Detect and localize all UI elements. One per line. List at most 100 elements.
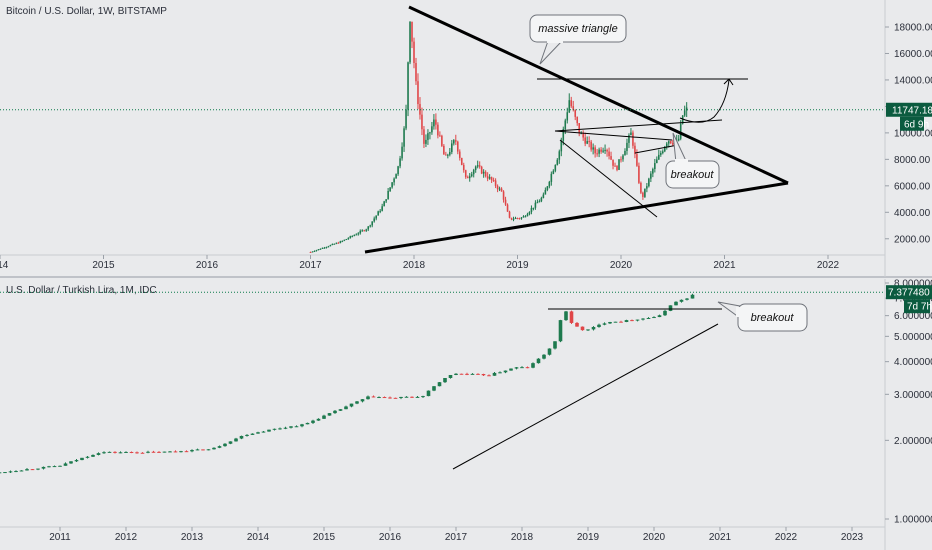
try-candle-body xyxy=(608,322,612,324)
try-candle-body xyxy=(531,363,535,368)
try-candle-body xyxy=(135,452,139,454)
try-candle-body xyxy=(316,418,321,421)
callout-breakout-btc[interactable]: breakout xyxy=(665,132,720,189)
callout-massive-triangle[interactable]: massive triangle xyxy=(529,14,627,65)
btc-candle-body xyxy=(644,188,646,197)
btc-candle-body xyxy=(377,211,379,216)
btc-candle-body xyxy=(456,141,459,152)
btc-y-tick-label: 4000.00 xyxy=(894,208,931,219)
try-countdown-text: 7d 7h xyxy=(907,302,932,313)
try-candle-body xyxy=(646,317,651,319)
btc-candle-body xyxy=(548,181,551,187)
btc-candle-body xyxy=(614,165,616,167)
try-candle-body xyxy=(168,451,172,453)
try-drawings[interactable] xyxy=(452,308,722,470)
try-x-tick-label: 2021 xyxy=(709,532,732,543)
btc-candle-body xyxy=(353,234,356,236)
try-candle-body xyxy=(311,420,315,423)
btc-candle-body xyxy=(536,202,539,204)
try-candle-body xyxy=(503,370,508,373)
try-x-tick-label: 2018 xyxy=(511,532,534,543)
btc-candle-body xyxy=(419,104,421,115)
btc-candle-body xyxy=(683,110,686,116)
btc-last-price-label[interactable]: 11747.18 6d 9h xyxy=(886,102,932,131)
try-candle-body xyxy=(410,396,414,398)
btc-candle-body xyxy=(576,116,579,124)
try-candle-body xyxy=(283,427,288,429)
btc-candle-body xyxy=(478,165,481,167)
btc-candle-body xyxy=(638,165,640,183)
btc-candle-body xyxy=(508,211,511,218)
btc-candle-body xyxy=(648,178,650,187)
btc-candle-body xyxy=(504,199,507,205)
try-candle-body xyxy=(85,456,90,458)
btc-candle-body xyxy=(451,143,453,153)
btc-candle-body xyxy=(640,182,642,193)
try-candle-body xyxy=(668,305,673,311)
btc-candle-body xyxy=(612,159,614,166)
try-candle-body xyxy=(591,326,596,330)
btc-candle-body xyxy=(399,158,401,167)
try-candle-body xyxy=(157,451,161,453)
try-support-trendline[interactable] xyxy=(452,323,719,470)
btc-candle-body xyxy=(564,120,567,129)
btc-candle-body xyxy=(502,191,505,200)
btc-candle-body xyxy=(580,133,582,135)
btc-candle-body xyxy=(600,149,602,152)
projection-arrow[interactable] xyxy=(679,79,730,123)
btc-pane[interactable] xyxy=(0,0,885,255)
btc-candle-body xyxy=(325,246,328,248)
try-candle-body xyxy=(685,298,689,300)
try-y-tick-label: 3.000000 xyxy=(894,390,932,401)
btc-candle-body xyxy=(359,230,362,234)
try-candle-body xyxy=(107,451,112,453)
try-candle-body xyxy=(454,373,458,375)
btc-candle-body xyxy=(351,235,354,237)
btc-candle-body xyxy=(345,239,348,241)
try-candle-body xyxy=(102,452,106,454)
try-candle-body xyxy=(47,466,51,468)
try-candle-body xyxy=(80,457,84,461)
try-candle-body xyxy=(679,299,684,302)
try-candle-body xyxy=(256,432,260,434)
btc-candle-body xyxy=(361,230,364,232)
triangle-upper-line[interactable] xyxy=(408,5,789,185)
btc-candle-body xyxy=(460,157,463,165)
try-grid: 2011 2012 2013 2014 2015 2016 2017 2018 2019 2020… xyxy=(49,279,932,544)
btc-candle-body xyxy=(468,176,471,179)
wedge-apex-line[interactable] xyxy=(634,144,679,154)
btc-candle-body xyxy=(323,247,326,249)
try-x-tick-label: 2022 xyxy=(775,532,798,543)
btc-candle-body xyxy=(315,250,318,252)
btc-candle-body xyxy=(634,145,636,155)
btc-candle-body xyxy=(401,146,403,159)
try-candle-body xyxy=(564,311,568,321)
btc-candle-body xyxy=(546,186,549,191)
btc-x-tick-label: 2021 xyxy=(713,260,736,271)
wedge-bottom-line[interactable] xyxy=(559,139,658,218)
callout-breakout-try[interactable]: breakout xyxy=(717,301,808,332)
btc-candle-body xyxy=(425,139,427,144)
btc-candle-body xyxy=(464,170,467,178)
try-candle-body xyxy=(492,372,497,376)
try-candle-body xyxy=(498,372,502,374)
try-last-price-label[interactable]: 7.377480 7d 7h xyxy=(886,285,932,314)
btc-candle-body xyxy=(435,119,437,125)
btc-x-tick-label: 2017 xyxy=(299,260,322,271)
btc-candle-body xyxy=(357,233,360,235)
try-candle-body xyxy=(322,415,326,419)
btc-candle-body xyxy=(439,135,441,137)
try-y-tick-label: 4.000000 xyxy=(894,357,932,368)
try-candle-body xyxy=(602,323,607,325)
btc-candle-body xyxy=(636,154,638,166)
btc-candle-body xyxy=(496,185,499,190)
wedge-top-line[interactable] xyxy=(554,130,673,141)
btc-x-tick-label: 014 xyxy=(0,260,9,271)
btc-drawings[interactable] xyxy=(364,5,789,254)
btc-candle-body xyxy=(476,165,479,167)
triangle-lower-line[interactable] xyxy=(364,181,789,254)
btc-candle-body xyxy=(453,140,455,144)
try-candle-body xyxy=(690,294,695,299)
btc-candle-body xyxy=(632,132,634,146)
